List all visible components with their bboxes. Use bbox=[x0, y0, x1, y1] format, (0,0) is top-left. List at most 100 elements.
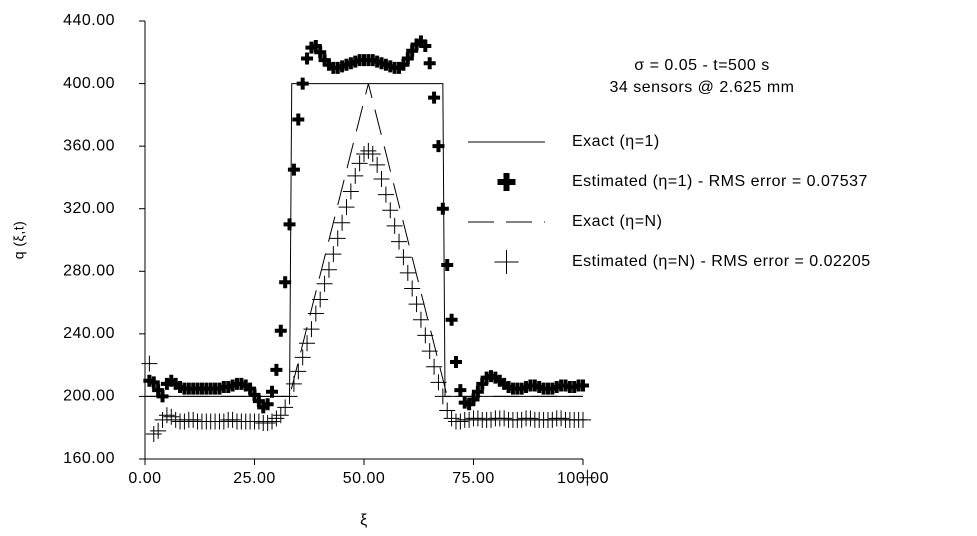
marker bbox=[150, 422, 167, 439]
legend-symbol bbox=[494, 250, 519, 274]
marker bbox=[158, 407, 175, 424]
marker bbox=[364, 145, 381, 162]
marker bbox=[334, 214, 351, 231]
marker bbox=[163, 408, 180, 425]
annotation: 34 sensors @ 2.625 mm bbox=[609, 79, 794, 96]
y-axis-label: q (ξ,t) bbox=[11, 221, 27, 260]
marker bbox=[467, 393, 480, 406]
marker bbox=[347, 167, 364, 184]
marker bbox=[259, 415, 276, 432]
marker bbox=[309, 40, 322, 53]
marker bbox=[428, 91, 441, 104]
marker bbox=[417, 327, 434, 344]
legend-symbol bbox=[497, 173, 516, 191]
marker bbox=[454, 384, 467, 397]
marker bbox=[471, 385, 484, 398]
y-tick-label: 360.00 bbox=[63, 137, 115, 154]
marker bbox=[399, 264, 416, 281]
marker bbox=[391, 233, 408, 250]
marker bbox=[436, 202, 449, 215]
marker bbox=[373, 170, 390, 187]
legend-label: Exact (η=N) bbox=[572, 213, 662, 230]
marker bbox=[476, 377, 489, 390]
marker bbox=[419, 40, 432, 53]
marker bbox=[579, 469, 596, 486]
marker bbox=[320, 261, 337, 278]
marker bbox=[307, 305, 324, 322]
marker bbox=[281, 388, 298, 405]
marker bbox=[147, 376, 160, 389]
x-tick-label: 25.00 bbox=[233, 470, 276, 487]
y-tick-label: 400.00 bbox=[63, 75, 115, 92]
marker bbox=[449, 356, 462, 369]
y-tick-label: 200.00 bbox=[63, 388, 115, 405]
marker bbox=[141, 355, 158, 372]
marker bbox=[299, 335, 316, 352]
marker bbox=[261, 398, 274, 411]
marker bbox=[369, 156, 386, 173]
marker bbox=[408, 296, 425, 313]
marker bbox=[469, 410, 486, 427]
marker bbox=[397, 58, 410, 71]
marker bbox=[272, 407, 289, 424]
marker bbox=[423, 57, 436, 70]
marker bbox=[145, 425, 162, 442]
x-axis-label: ξ bbox=[360, 512, 368, 529]
marker bbox=[248, 388, 261, 401]
marker bbox=[224, 411, 241, 428]
marker bbox=[522, 410, 539, 427]
marker bbox=[412, 311, 429, 328]
marker bbox=[277, 399, 294, 416]
legend-label: Estimated (η=1) - RMS error = 0.07537 bbox=[572, 173, 868, 190]
marker bbox=[329, 230, 346, 247]
marker bbox=[496, 410, 513, 427]
marker bbox=[445, 313, 458, 326]
marker bbox=[426, 358, 443, 375]
marker bbox=[264, 413, 281, 430]
marker bbox=[294, 349, 311, 366]
marker bbox=[441, 259, 454, 272]
marker bbox=[377, 186, 394, 203]
x-tick-label: 75.00 bbox=[452, 470, 495, 487]
marker bbox=[312, 291, 329, 308]
marker bbox=[577, 379, 589, 392]
marker bbox=[325, 246, 342, 263]
marker bbox=[404, 280, 421, 297]
marker bbox=[290, 363, 307, 380]
marker bbox=[285, 375, 302, 392]
marker bbox=[314, 46, 327, 59]
marker bbox=[432, 140, 445, 153]
x-tick-label: 50.00 bbox=[343, 470, 386, 487]
y-tick-label: 280.00 bbox=[63, 263, 115, 280]
marker bbox=[421, 343, 438, 360]
marker bbox=[266, 385, 279, 398]
marker bbox=[274, 324, 287, 337]
y-tick-label: 240.00 bbox=[63, 325, 115, 342]
marker bbox=[244, 382, 257, 395]
annotation: σ = 0.05 - t=500 s bbox=[634, 57, 769, 74]
marker bbox=[434, 388, 451, 405]
marker bbox=[395, 249, 412, 266]
marker bbox=[483, 411, 500, 428]
legend-label: Estimated (η=N) - RMS error = 0.02205 bbox=[572, 253, 871, 270]
x-tick-label: 100.00 bbox=[557, 470, 609, 487]
x-tick-label: 0.00 bbox=[128, 470, 161, 487]
marker bbox=[382, 202, 399, 219]
marker bbox=[292, 113, 305, 126]
marker bbox=[185, 411, 202, 428]
marker bbox=[152, 384, 165, 397]
marker bbox=[439, 402, 456, 419]
series-line bbox=[145, 83, 583, 397]
marker bbox=[270, 363, 283, 376]
marker bbox=[303, 321, 320, 338]
series-line bbox=[145, 83, 583, 397]
y-tick-label: 160.00 bbox=[63, 450, 115, 467]
marker bbox=[401, 52, 414, 65]
marker bbox=[443, 410, 460, 427]
legend-label: Exact (η=1) bbox=[572, 133, 660, 150]
marker bbox=[316, 275, 333, 292]
marker bbox=[338, 199, 355, 216]
marker bbox=[252, 395, 265, 408]
marker bbox=[430, 374, 447, 391]
